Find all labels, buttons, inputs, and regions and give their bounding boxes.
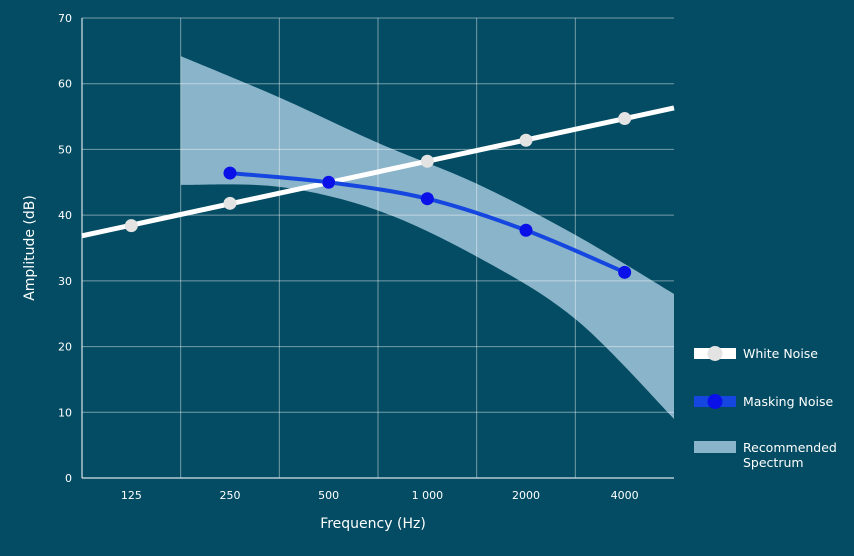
legend-item-masking-noise: Masking Noise xyxy=(694,394,833,409)
x-tick-label: 500 xyxy=(318,489,339,502)
y-tick-label: 40 xyxy=(58,209,72,222)
masking-noise-point xyxy=(223,166,237,180)
white-noise-line xyxy=(81,105,675,239)
y-tick-label: 70 xyxy=(58,12,72,25)
white-noise-point xyxy=(223,196,237,210)
x-axis-title: Frequency (Hz) xyxy=(320,516,426,532)
y-tick-label: 30 xyxy=(58,275,72,288)
legend-item-recommended-spectrum: Recommended Spectrum xyxy=(694,440,837,470)
recommended-spectrum-band xyxy=(180,56,675,419)
white-noise-point xyxy=(618,112,632,126)
legend-swatch-recommended-spectrum xyxy=(694,441,736,453)
grid xyxy=(81,17,674,479)
x-tick-label: 125 xyxy=(121,489,142,502)
legend-label-white-noise: White Noise xyxy=(743,346,818,361)
recommended-spectrum-area-layer xyxy=(180,56,675,419)
legend-label-recommended-spectrum-line1: Recommended xyxy=(743,440,837,455)
masking-noise-point xyxy=(519,223,533,237)
y-tick-label: 0 xyxy=(65,472,72,485)
legend-item-white-noise: White Noise xyxy=(694,346,818,361)
y-tick-label: 60 xyxy=(58,78,72,91)
white-noise-point xyxy=(420,154,434,168)
masking-noise-point xyxy=(618,265,632,279)
legend-label-recommended-spectrum-line2: Spectrum xyxy=(743,455,804,470)
y-tick-label: 10 xyxy=(58,406,72,419)
legend-marker-masking-noise xyxy=(707,394,723,409)
series-layer xyxy=(81,105,675,279)
white-noise-point xyxy=(124,219,138,233)
legend-label-masking-noise: Masking Noise xyxy=(743,394,833,409)
x-axis-ticks: 125 250 500 1 000 2000 4000 xyxy=(121,489,639,502)
masking-noise-point xyxy=(420,192,434,206)
x-tick-label: 250 xyxy=(220,489,241,502)
masking-noise-point xyxy=(322,175,336,189)
x-tick-label: 2000 xyxy=(512,489,540,502)
y-axis-title: Amplitude (dB) xyxy=(22,195,38,301)
white-noise-point xyxy=(519,133,533,147)
x-tick-label: 1 000 xyxy=(412,489,444,502)
y-tick-label: 20 xyxy=(58,341,72,354)
y-tick-label: 50 xyxy=(58,143,72,156)
legend: White Noise Masking Noise Recommended Sp… xyxy=(694,346,837,470)
legend-marker-white-noise xyxy=(707,346,723,361)
x-tick-label: 4000 xyxy=(611,489,639,502)
y-axis-ticks: 0 10 20 30 40 50 60 70 xyxy=(58,12,72,485)
